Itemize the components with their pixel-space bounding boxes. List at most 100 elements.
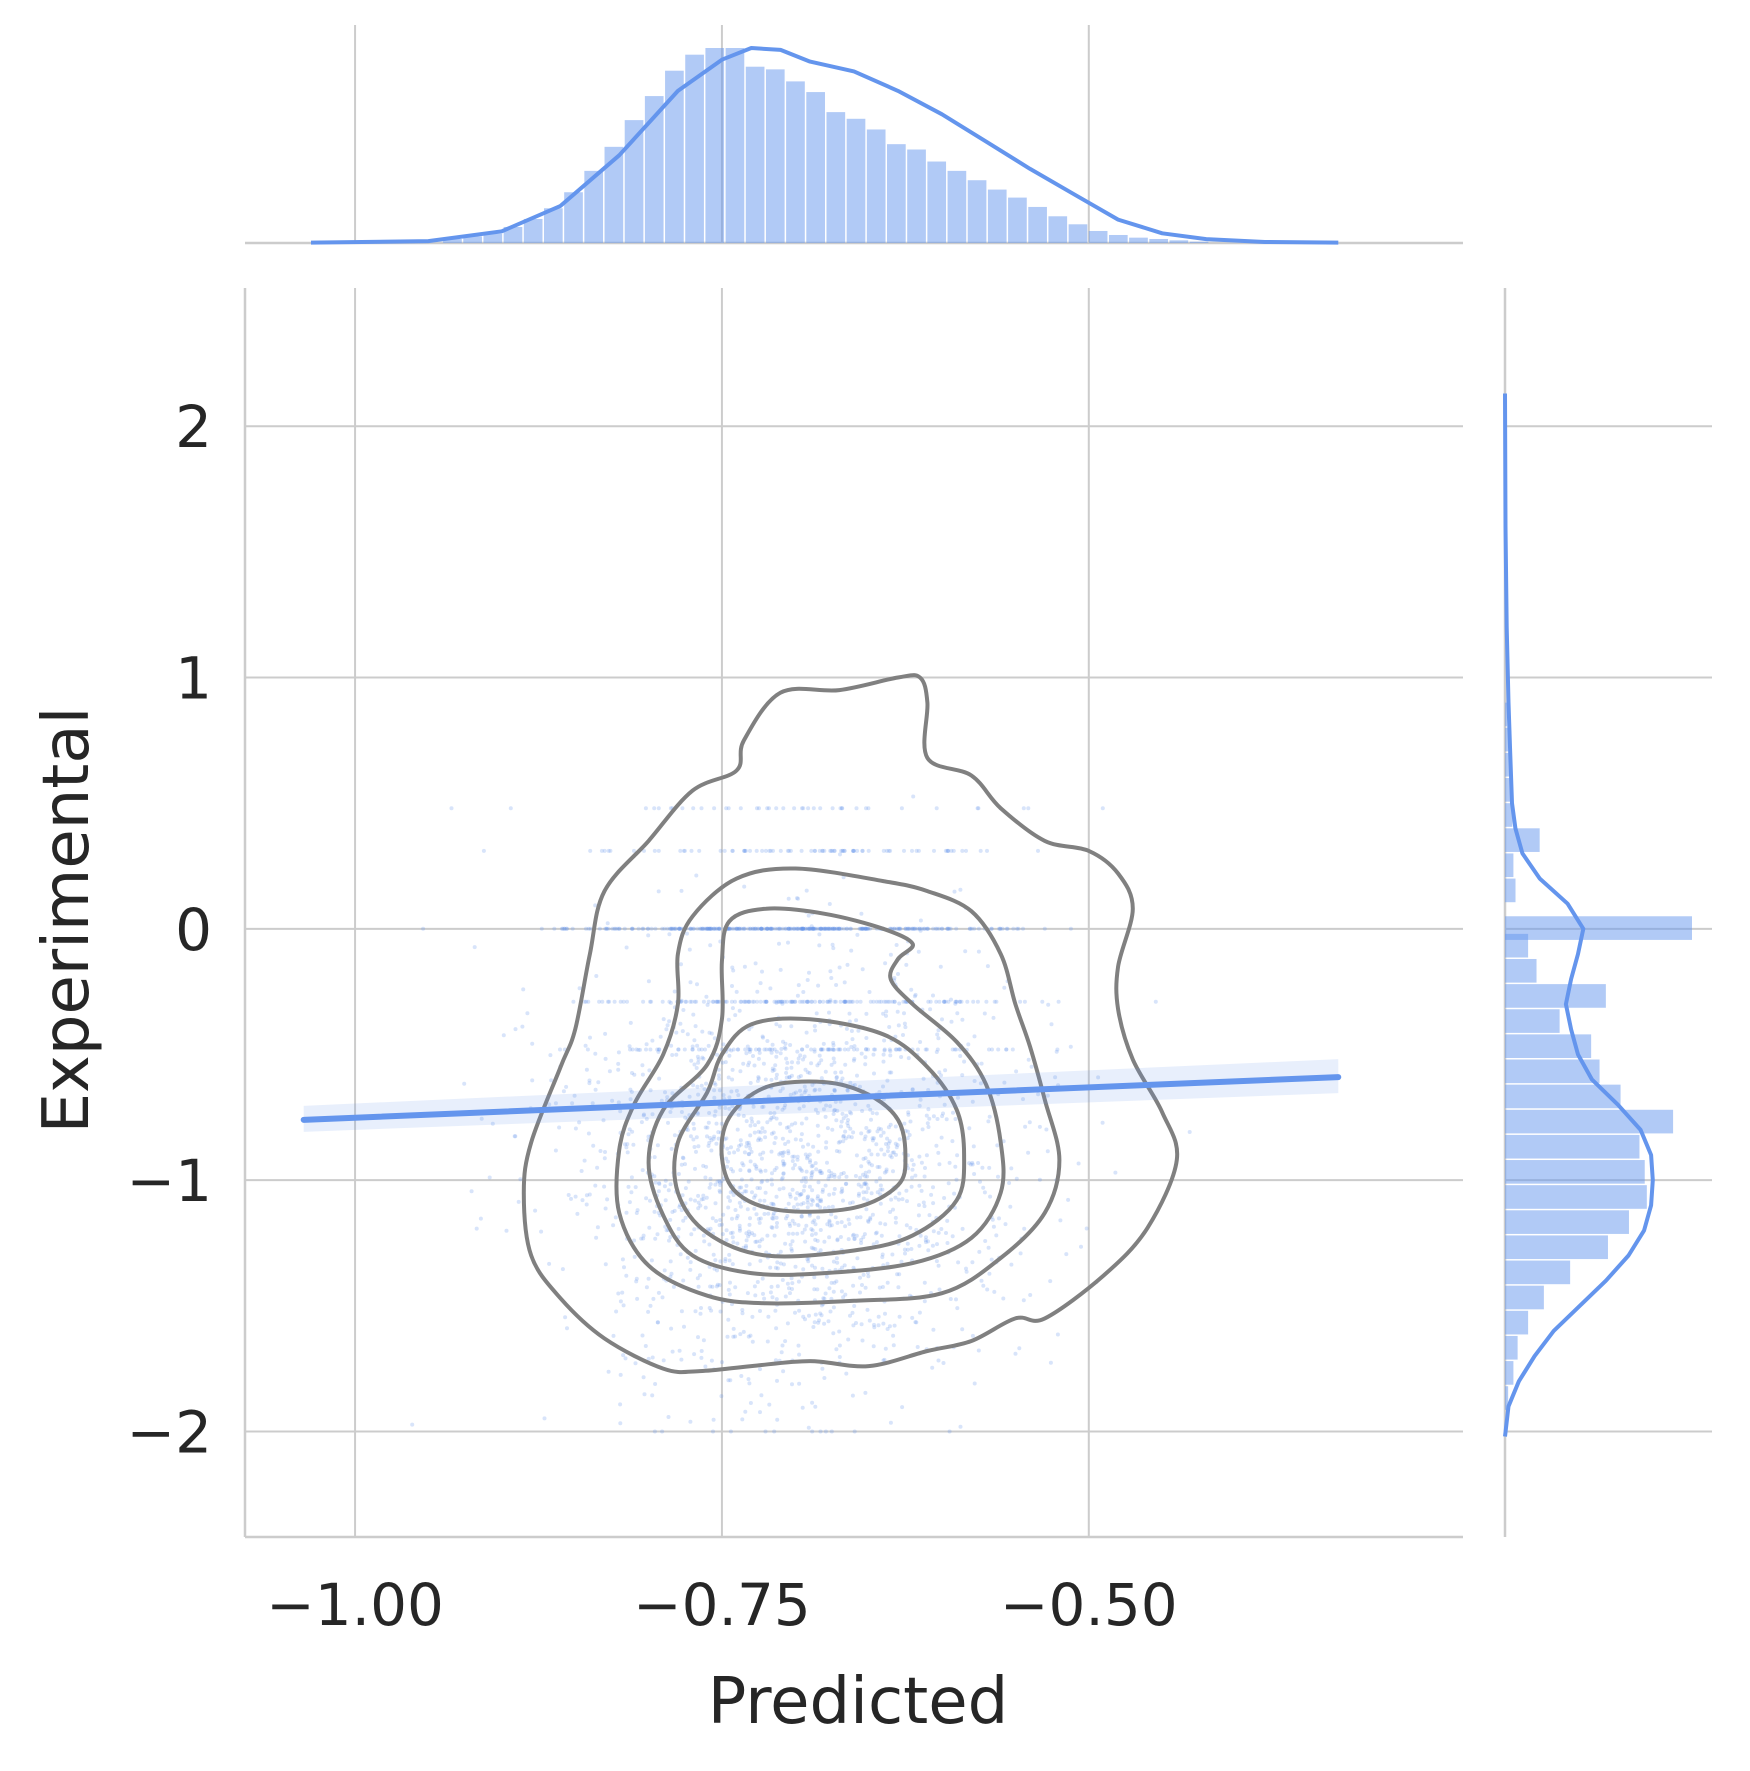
- scatter-point: [811, 806, 816, 811]
- scatter-point: [677, 926, 682, 931]
- scatter-point: [830, 848, 835, 853]
- scatter-point: [789, 1248, 794, 1253]
- scatter-point: [844, 1041, 849, 1045]
- scatter-point: [748, 1401, 753, 1405]
- scatter-point: [931, 993, 935, 998]
- scatter-point: [717, 1223, 722, 1228]
- scatter-point: [817, 999, 822, 1004]
- scatter-point: [762, 999, 767, 1004]
- scatter-point: [768, 1265, 773, 1270]
- scatter-point: [752, 1130, 757, 1135]
- scatter-point: [565, 1326, 569, 1331]
- scatter-point: [747, 1143, 752, 1148]
- scatter-point: [802, 999, 806, 1004]
- scatter-point: [897, 1314, 902, 1319]
- scatter-point: [868, 999, 873, 1004]
- top-histogram-bar: [927, 161, 947, 243]
- scatter-point: [732, 1150, 737, 1155]
- scatter-point: [987, 1047, 991, 1052]
- scatter-point: [789, 1024, 794, 1029]
- scatter-point: [547, 1102, 552, 1107]
- scatter-point: [765, 926, 770, 931]
- scatter-point: [806, 1259, 811, 1264]
- scatter-point: [881, 1059, 886, 1064]
- right-histogram-bar: [1505, 1185, 1647, 1209]
- scatter-point: [571, 999, 576, 1004]
- scatter-point: [832, 1108, 837, 1113]
- scatter-point: [669, 1326, 674, 1331]
- scatter-point: [752, 1162, 757, 1167]
- scatter-point: [672, 1208, 677, 1213]
- scatter-point: [669, 1043, 674, 1048]
- scatter-point: [917, 1310, 922, 1315]
- scatter-point: [828, 969, 833, 974]
- scatter-point: [778, 1089, 783, 1094]
- scatter-point: [823, 1114, 828, 1119]
- scatter-point: [644, 1285, 649, 1290]
- scatter-point: [811, 1199, 815, 1203]
- scatter-point: [763, 848, 768, 853]
- scatter-point: [917, 1243, 922, 1248]
- scatter-point: [817, 943, 822, 948]
- scatter-point: [985, 848, 989, 853]
- scatter-point: [700, 1055, 705, 1060]
- scatter-point: [726, 806, 731, 811]
- scatter-point: [870, 1138, 875, 1143]
- scatter-point: [913, 926, 918, 931]
- scatter-point: [798, 1074, 803, 1078]
- scatter-point: [934, 806, 939, 811]
- scatter-point: [801, 806, 806, 811]
- scatter-point: [856, 1193, 861, 1198]
- scatter-point: [672, 1133, 677, 1138]
- scatter-point: [839, 1220, 844, 1225]
- scatter-point: [769, 1077, 774, 1082]
- scatter-point: [802, 1084, 807, 1089]
- scatter-point: [780, 999, 785, 1004]
- scatter-point: [720, 1232, 725, 1237]
- scatter-point: [780, 999, 784, 1004]
- scatter-point: [804, 1169, 809, 1174]
- top-histogram-bar: [624, 120, 644, 243]
- scatter-point: [724, 1238, 729, 1242]
- scatter-point: [852, 1429, 857, 1434]
- scatter-point: [806, 1425, 811, 1430]
- top-histogram-bar: [584, 170, 604, 243]
- scatter-point: [786, 1139, 791, 1144]
- scatter-point: [572, 1093, 577, 1098]
- scatter-point: [936, 1150, 941, 1155]
- scatter-point: [752, 1206, 757, 1211]
- scatter-point: [795, 1231, 800, 1236]
- scatter-point: [775, 1266, 780, 1271]
- scatter-point: [669, 926, 674, 931]
- scatter-point: [739, 1185, 744, 1190]
- scatter-point: [731, 1334, 736, 1339]
- top-histogram-bar: [644, 96, 664, 244]
- scatter-point: [845, 1088, 850, 1093]
- scatter-point: [797, 1193, 802, 1198]
- scatter-point: [795, 993, 800, 998]
- scatter-point: [989, 1257, 994, 1262]
- scatter-point: [750, 1339, 755, 1344]
- scatter-point: [629, 1175, 634, 1180]
- scatter-point: [818, 806, 823, 811]
- scatter-point: [1036, 1092, 1041, 1097]
- scatter-point: [688, 926, 692, 931]
- scatter-point: [784, 999, 789, 1004]
- scatter-point: [985, 1287, 990, 1292]
- scatter-point: [891, 1169, 895, 1174]
- scatter-point: [689, 926, 694, 931]
- scatter-point: [877, 1165, 882, 1169]
- scatter-point: [588, 926, 593, 931]
- scatter-point: [882, 1170, 887, 1175]
- scatter-point: [927, 1116, 932, 1121]
- scatter-point: [942, 999, 947, 1004]
- scatter-point: [563, 1315, 568, 1320]
- scatter-point: [1056, 999, 1061, 1004]
- scatter-point: [801, 1188, 806, 1193]
- scatter-point: [789, 1276, 794, 1281]
- scatter-point: [680, 1155, 685, 1160]
- scatter-point: [851, 999, 855, 1004]
- scatter-point: [971, 1144, 976, 1149]
- scatter-point: [886, 1145, 891, 1150]
- scatter-point: [799, 926, 804, 931]
